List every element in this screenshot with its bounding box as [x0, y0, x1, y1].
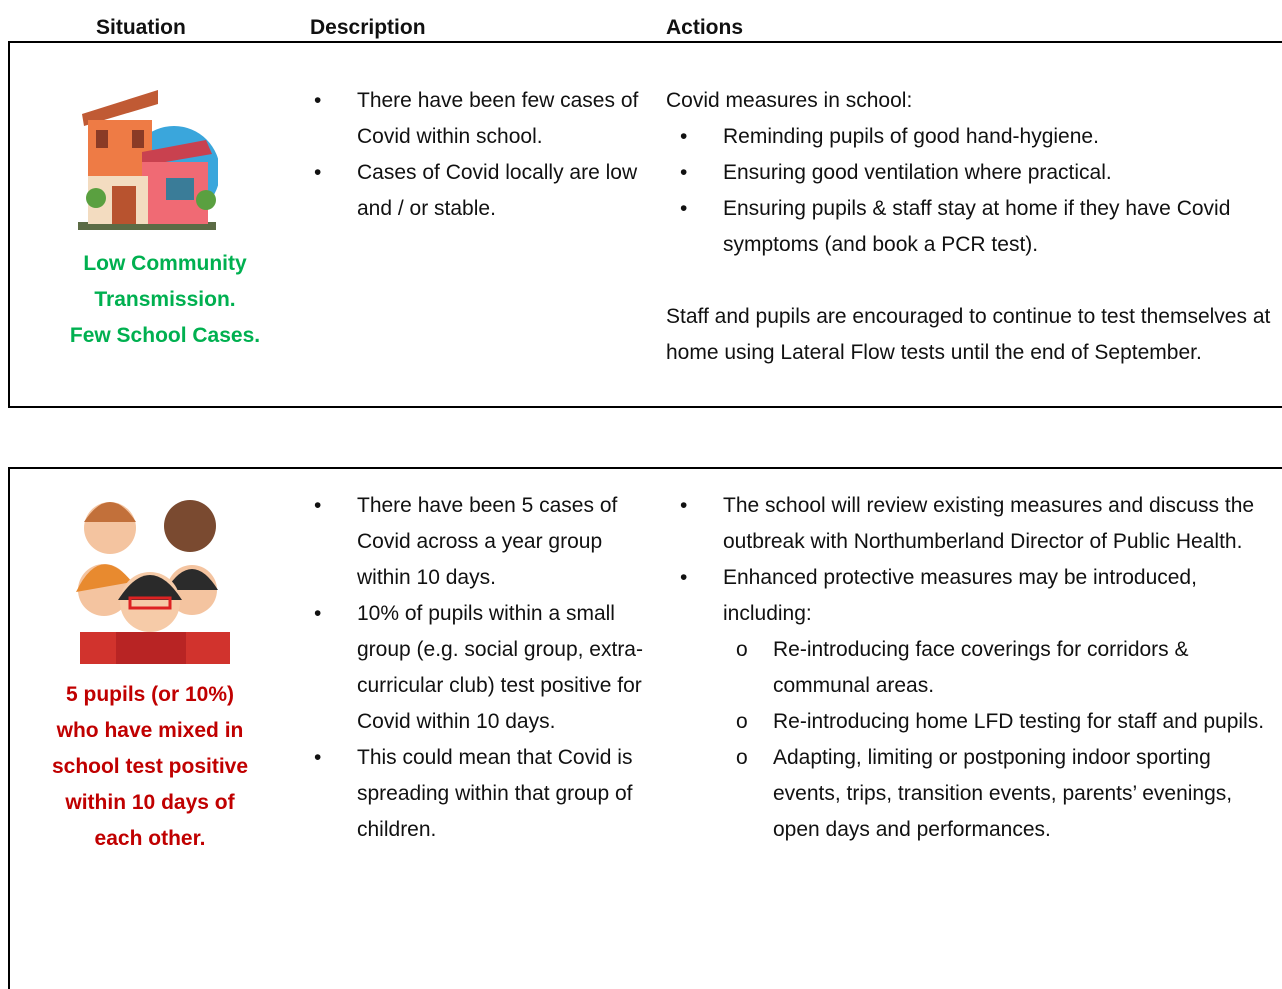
action-item: Reminding pupils of good hand-hygiene. [680, 119, 1280, 155]
description-item: This could mean that Covid is spreading … [314, 740, 644, 848]
situation-label: Low Community Transmission. Few School Cas… [35, 246, 295, 354]
row-box [8, 467, 1282, 989]
action-subitem: Adapting, limiting or postponing indoor … [736, 740, 1280, 848]
situation-line: Low Community [83, 252, 247, 275]
actions-block: The school will review existing measures… [666, 488, 1280, 848]
description-item: There have been 5 cases of Covid across … [314, 488, 644, 596]
description-item: 10% of pupils within a small group (e.g.… [314, 596, 644, 740]
action-subitem: Re-introducing face coverings for corrid… [736, 632, 1280, 704]
actions-block: Covid measures in school: Reminding pupil… [666, 83, 1280, 371]
row-box [8, 41, 1282, 408]
actions-intro: Covid measures in school: [666, 89, 913, 112]
header-description: Description [310, 16, 426, 39]
description-item: Cases of Covid locally are low and / or … [314, 155, 644, 227]
situation-line: Transmission. [94, 288, 236, 311]
action-item: Ensuring good ventilation where practica… [680, 155, 1280, 191]
situation-line: within 10 days of [65, 791, 235, 814]
situation-line: each other. [94, 827, 206, 850]
header-actions: Actions [666, 16, 744, 39]
action-item: Enhanced protective measures may be intr… [680, 560, 1280, 632]
description-item: There have been few cases of Covid withi… [314, 83, 644, 155]
action-item: Ensuring pupils & staff stay at home if … [680, 191, 1280, 263]
description-list: There have been 5 cases of Covid across … [314, 488, 644, 848]
action-item: The school will review existing measures… [680, 488, 1280, 560]
house-icon [78, 90, 218, 230]
situation-line: Few School Cases. [69, 324, 261, 347]
action-subitem: Re-introducing home LFD testing for staf… [736, 704, 1280, 740]
situation-line: who have mixed in [56, 719, 244, 742]
description-list: There have been few cases of Covid withi… [314, 83, 644, 227]
actions-note: Staff and pupils are encouraged to conti… [666, 305, 1271, 364]
people-icon [76, 500, 230, 664]
situation-line: 5 pupils (or 10%) [65, 683, 235, 706]
situation-line: school test positive [51, 755, 249, 778]
header-situation: Situation [96, 16, 186, 39]
situation-label: 5 pupils (or 10%) who have mixed in school… [20, 677, 280, 857]
